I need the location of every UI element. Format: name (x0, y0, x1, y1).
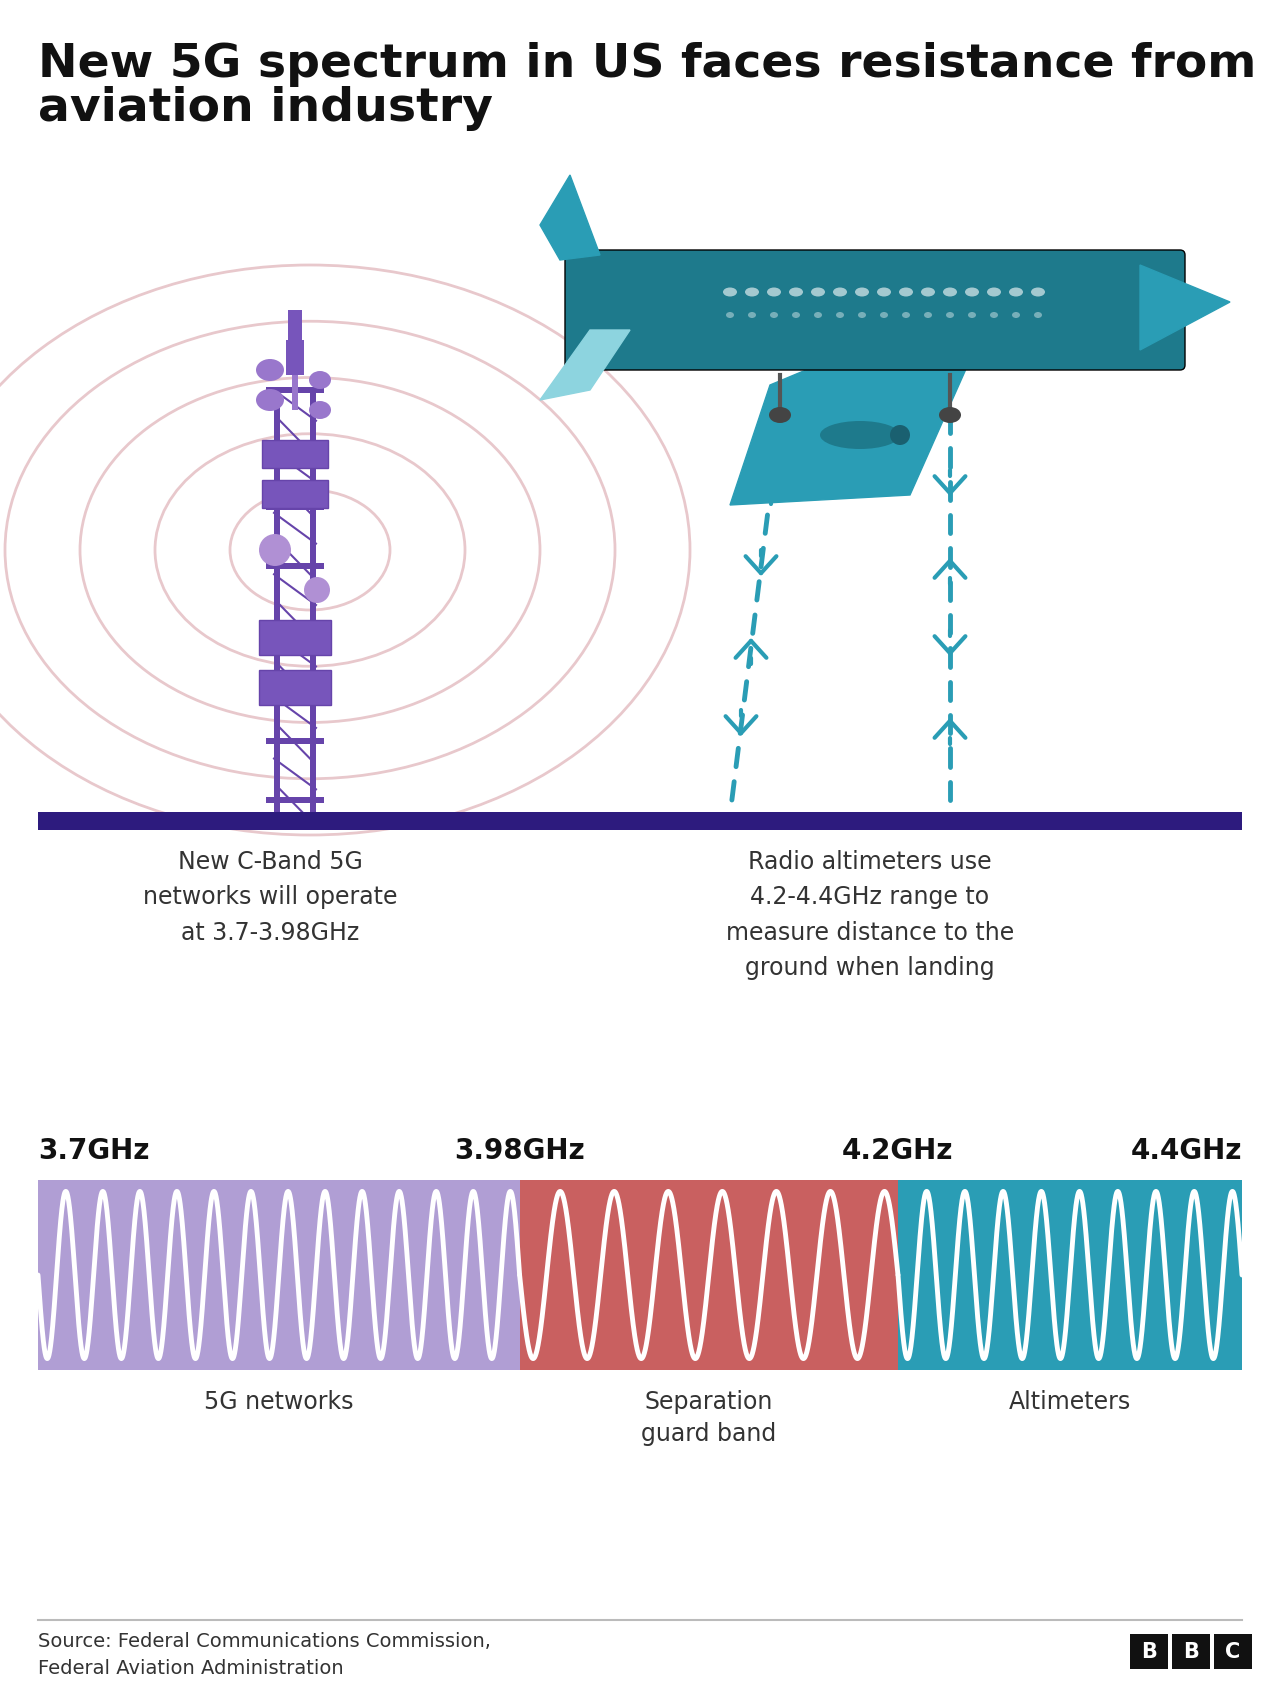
Ellipse shape (836, 312, 844, 319)
Bar (1172, 1634, 1210, 1668)
Polygon shape (1140, 266, 1230, 349)
Text: C: C (1225, 1641, 1240, 1661)
Text: 5G networks: 5G networks (204, 1390, 353, 1414)
Ellipse shape (769, 407, 791, 423)
Ellipse shape (989, 312, 998, 319)
Ellipse shape (924, 312, 932, 319)
Bar (266, 562, 324, 569)
Text: Source: Federal Communications Commission,
Federal Aviation Administration: Source: Federal Communications Commissio… (38, 1632, 490, 1677)
Bar (266, 738, 324, 745)
FancyBboxPatch shape (564, 250, 1185, 370)
Ellipse shape (305, 578, 330, 603)
Ellipse shape (890, 424, 910, 445)
Text: 3.98GHz: 3.98GHz (454, 1137, 585, 1166)
Bar (38, 1179, 520, 1370)
Text: B: B (1183, 1641, 1199, 1661)
Bar (266, 387, 324, 394)
Ellipse shape (723, 288, 737, 296)
Bar (1213, 1634, 1252, 1668)
Bar (292, 310, 298, 411)
Polygon shape (730, 360, 970, 504)
Bar (285, 341, 305, 375)
Ellipse shape (814, 312, 822, 319)
Polygon shape (540, 176, 600, 261)
Bar (274, 390, 280, 820)
Bar (1130, 1634, 1169, 1668)
Ellipse shape (987, 288, 1001, 296)
Ellipse shape (256, 360, 284, 382)
Ellipse shape (943, 288, 957, 296)
Text: 4.2GHz: 4.2GHz (842, 1137, 954, 1166)
Bar (266, 445, 324, 452)
Bar (262, 481, 328, 508)
Ellipse shape (965, 288, 979, 296)
Ellipse shape (308, 371, 332, 389)
Bar (310, 390, 316, 820)
Ellipse shape (256, 389, 284, 411)
Text: B: B (1140, 1641, 1157, 1661)
Bar (259, 670, 332, 705)
Bar (259, 620, 332, 654)
Text: New 5G spectrum in US faces resistance from: New 5G spectrum in US faces resistance f… (38, 43, 1257, 87)
Ellipse shape (833, 288, 847, 296)
Ellipse shape (308, 400, 332, 419)
Polygon shape (540, 331, 630, 400)
Ellipse shape (902, 312, 910, 319)
Bar (38, 813, 1242, 830)
Ellipse shape (771, 312, 778, 319)
Bar (266, 680, 324, 685)
Ellipse shape (745, 288, 759, 296)
Ellipse shape (968, 312, 977, 319)
Ellipse shape (767, 288, 781, 296)
Bar (266, 504, 324, 509)
Ellipse shape (748, 312, 756, 319)
Ellipse shape (259, 533, 291, 566)
Text: New C-Band 5G
networks will operate
at 3.7-3.98GHz: New C-Band 5G networks will operate at 3… (143, 850, 397, 944)
Text: Radio altimeters use
4.2-4.4GHz range to
measure distance to the
ground when lan: Radio altimeters use 4.2-4.4GHz range to… (726, 850, 1014, 980)
Text: Altimeters: Altimeters (1009, 1390, 1132, 1414)
Ellipse shape (1012, 312, 1020, 319)
Bar (288, 310, 302, 360)
Ellipse shape (881, 312, 888, 319)
Bar (266, 622, 324, 627)
Ellipse shape (820, 421, 900, 448)
Ellipse shape (899, 288, 913, 296)
Ellipse shape (922, 288, 934, 296)
Ellipse shape (855, 288, 869, 296)
Ellipse shape (946, 312, 954, 319)
Ellipse shape (726, 312, 733, 319)
Text: 3.7GHz: 3.7GHz (38, 1137, 150, 1166)
Ellipse shape (1030, 288, 1044, 296)
Ellipse shape (1034, 312, 1042, 319)
Text: Separation
guard band: Separation guard band (641, 1390, 777, 1445)
Bar (266, 797, 324, 803)
Text: aviation industry: aviation industry (38, 85, 493, 131)
Bar (262, 440, 328, 469)
Ellipse shape (792, 312, 800, 319)
Ellipse shape (858, 312, 867, 319)
Ellipse shape (940, 407, 961, 423)
Bar (899, 1179, 1242, 1370)
Ellipse shape (1009, 288, 1023, 296)
Ellipse shape (812, 288, 826, 296)
Ellipse shape (788, 288, 803, 296)
Bar (520, 1179, 899, 1370)
Text: 4.4GHz: 4.4GHz (1130, 1137, 1242, 1166)
Ellipse shape (877, 288, 891, 296)
